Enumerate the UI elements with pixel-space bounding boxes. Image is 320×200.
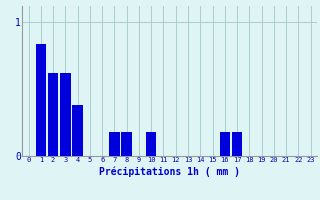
X-axis label: Précipitations 1h ( mm ): Précipitations 1h ( mm ) — [99, 166, 240, 177]
Bar — [109, 132, 120, 156]
Bar — [232, 132, 242, 156]
Bar — [122, 132, 132, 156]
Bar — [48, 73, 58, 156]
Bar — [36, 44, 46, 156]
Bar — [220, 132, 230, 156]
Bar — [146, 132, 156, 156]
Bar — [60, 73, 70, 156]
Bar — [72, 105, 83, 156]
